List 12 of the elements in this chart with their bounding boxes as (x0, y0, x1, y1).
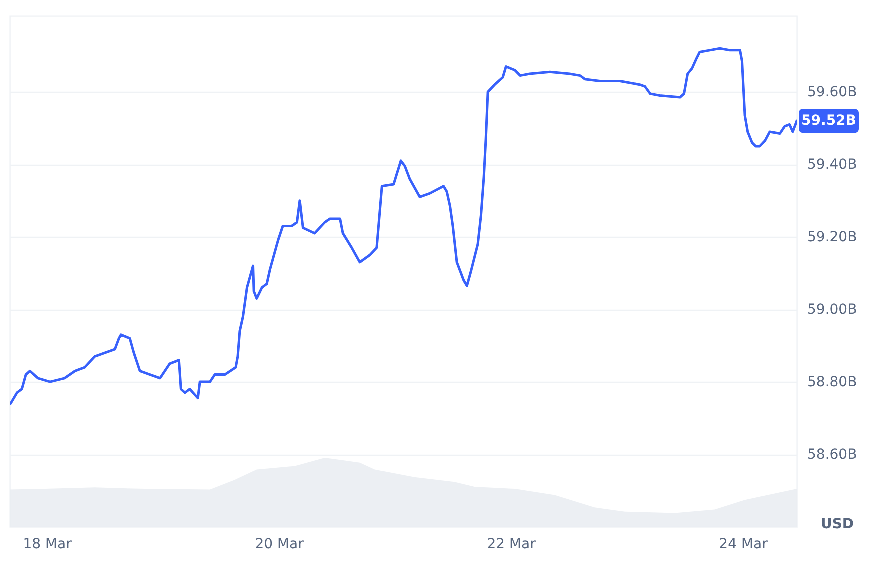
x-tick-label: 24 Mar (719, 536, 768, 552)
y-tick-label: 59.40B (808, 157, 858, 174)
x-tick-label: 20 Mar (255, 536, 304, 552)
y-tick-label: 59.20B (808, 230, 858, 246)
y-tick-label: 58.80B (808, 374, 858, 391)
y-tick-label: 59.60B (808, 84, 858, 101)
y-axis-title: USD (820, 516, 854, 532)
y-tick-label: 59.00B (808, 302, 858, 318)
annotation: 59.52B (802, 113, 856, 130)
y-tick-label: 58.60B (808, 447, 858, 464)
x-tick-label: 18 Mar (23, 536, 72, 552)
x-tick-label: 22 Mar (487, 536, 536, 552)
